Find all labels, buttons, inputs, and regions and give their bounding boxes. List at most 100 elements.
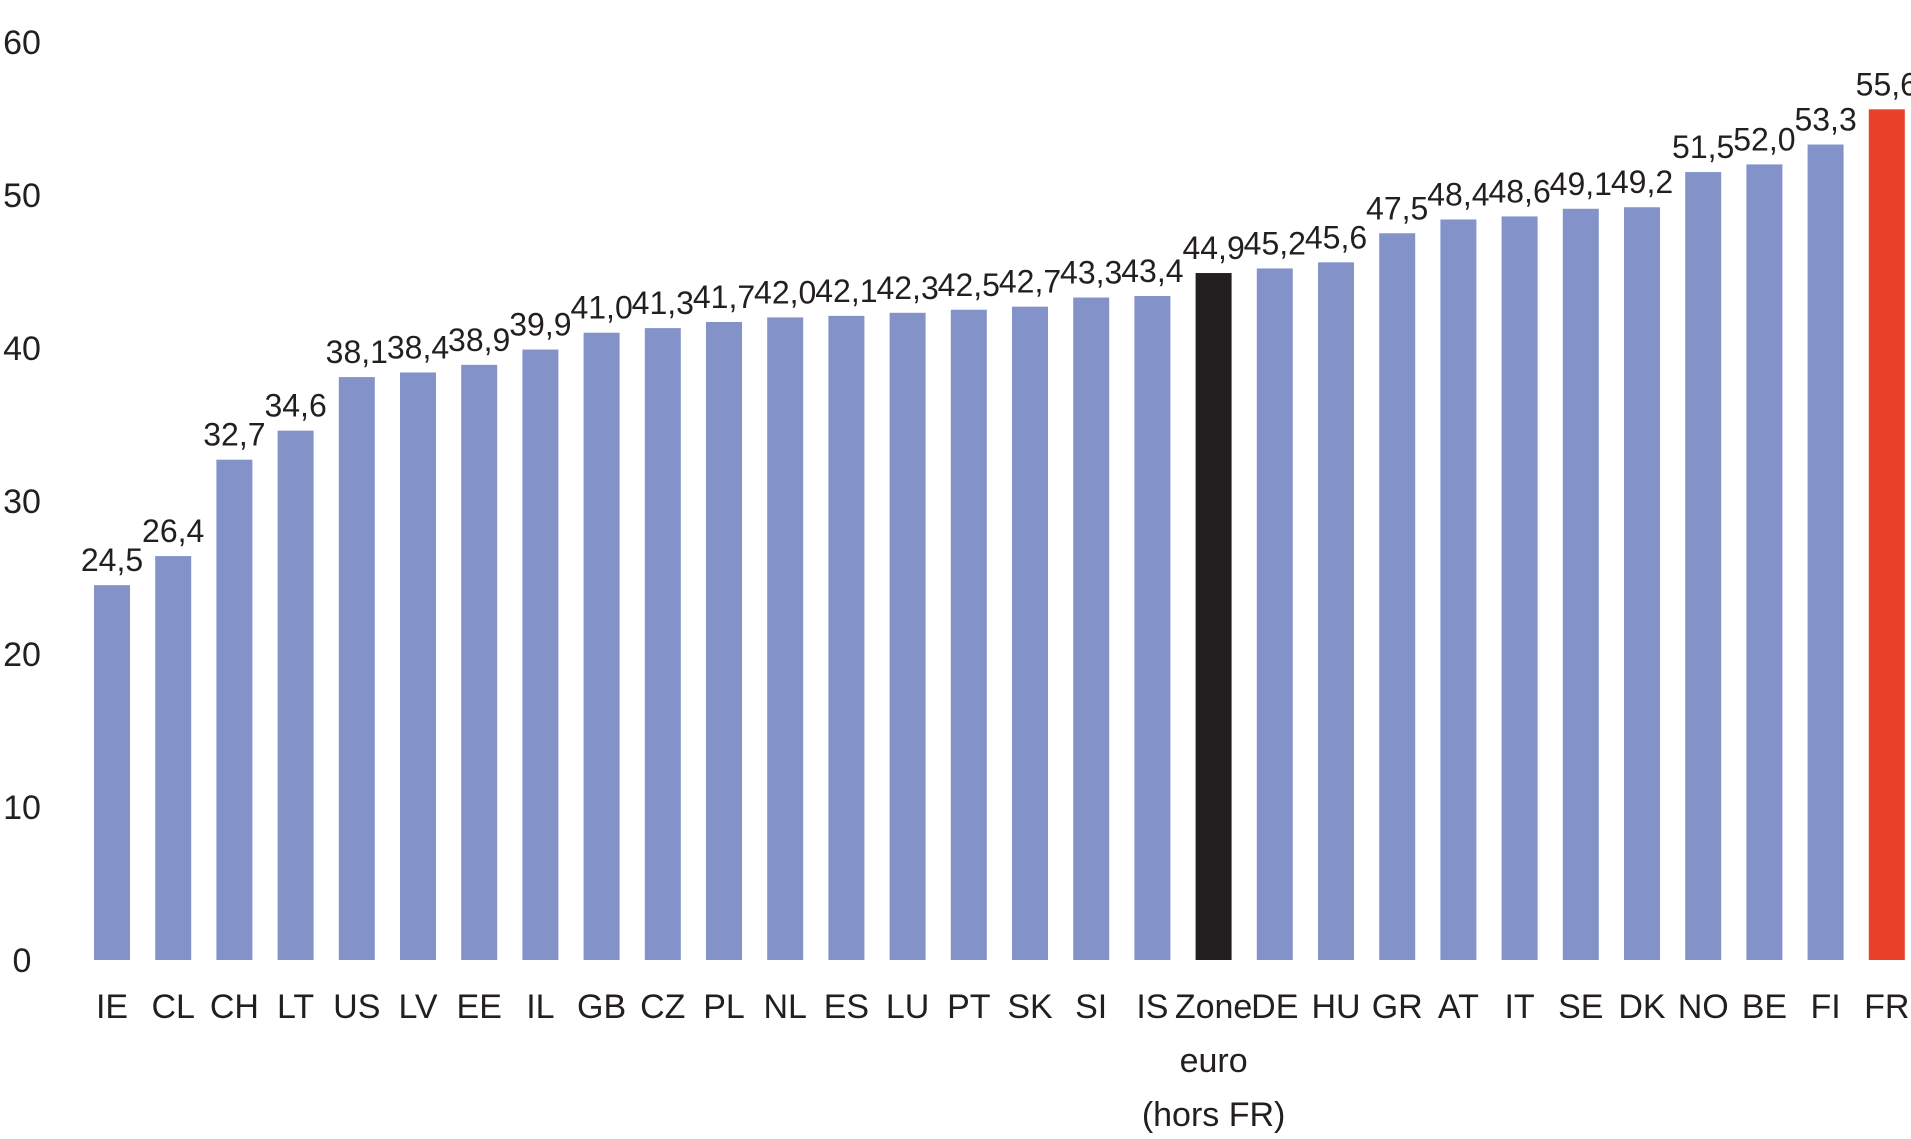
bar xyxy=(706,321,742,960)
bar xyxy=(1746,164,1783,960)
bar xyxy=(1685,172,1722,961)
bar xyxy=(1807,144,1844,960)
data-label: 43,4 xyxy=(1121,253,1183,289)
bar xyxy=(1868,109,1905,960)
x-tick-label: LT xyxy=(277,988,314,1026)
data-label: 41,0 xyxy=(570,290,632,326)
x-tick-label: Zone xyxy=(1175,988,1253,1026)
bar xyxy=(1256,268,1293,960)
x-axis: IE CL CH LT US LV EE IL GB CZ PL NL ES LU PT SK SI IS Zone… xyxy=(96,988,1910,1134)
data-label: 34,6 xyxy=(264,388,326,424)
x-tick-label: GR xyxy=(1372,988,1423,1026)
data-label: 38,1 xyxy=(326,334,388,370)
data-label: 26,4 xyxy=(142,513,204,549)
data-label: 51,5 xyxy=(1672,129,1734,165)
data-label: 42,1 xyxy=(815,273,877,309)
bar xyxy=(1379,233,1416,960)
y-tick-label: 60 xyxy=(3,24,41,62)
data-label: 44,9 xyxy=(1182,230,1244,266)
bar xyxy=(155,556,192,960)
bar xyxy=(400,372,436,961)
bar xyxy=(1624,207,1660,961)
x-tick-label: NL xyxy=(763,988,806,1026)
x-tick-label: CZ xyxy=(640,988,685,1026)
data-label: 45,6 xyxy=(1305,219,1367,255)
data-label: 38,4 xyxy=(387,329,449,365)
x-tick-label: PL xyxy=(703,988,745,1026)
bar xyxy=(1562,208,1599,960)
data-label: 42,5 xyxy=(938,267,1000,303)
x-tick-label: ES xyxy=(824,988,869,1026)
data-label: 53,3 xyxy=(1794,102,1856,138)
x-tick-label: US xyxy=(333,988,380,1026)
bar xyxy=(277,430,314,960)
x-tick-label: IS xyxy=(1136,988,1168,1026)
y-axis: 0 10 20 30 40 50 60 xyxy=(3,24,41,980)
bar xyxy=(1440,219,1477,961)
data-label: 47,5 xyxy=(1366,190,1428,226)
bar xyxy=(1318,262,1354,960)
data-label: 32,7 xyxy=(203,417,265,453)
data-label: 49,1 xyxy=(1550,166,1612,202)
data-label: 52,0 xyxy=(1733,121,1795,157)
x-tick-label: SI xyxy=(1075,988,1107,1026)
bar xyxy=(522,349,559,960)
x-tick-label: SK xyxy=(1007,988,1053,1026)
y-tick-label: 40 xyxy=(3,330,41,368)
bar xyxy=(889,312,926,960)
bar xyxy=(338,377,375,960)
x-tick-label: GB xyxy=(577,988,626,1026)
bar xyxy=(1073,297,1110,960)
bar xyxy=(216,459,253,960)
y-tick-label: 20 xyxy=(3,636,41,674)
x-tick-label: IT xyxy=(1504,988,1534,1026)
x-tick-label: euro xyxy=(1180,1042,1248,1080)
data-label: 43,3 xyxy=(1060,255,1122,291)
x-tick-label: IL xyxy=(526,988,554,1026)
bar xyxy=(767,317,804,960)
x-tick-label: FR xyxy=(1864,988,1909,1026)
x-tick-label: FI xyxy=(1810,988,1840,1026)
data-label: 24,5 xyxy=(81,542,143,578)
x-tick-label: LU xyxy=(886,988,929,1026)
x-tick-label: DE xyxy=(1251,988,1298,1026)
bar xyxy=(1012,306,1048,960)
data-label: 41,3 xyxy=(632,285,694,321)
bar xyxy=(950,309,987,960)
data-label: 39,9 xyxy=(509,307,571,343)
x-tick-label: BE xyxy=(1742,988,1787,1026)
bar xyxy=(94,585,130,960)
x-tick-label: AT xyxy=(1438,988,1479,1026)
data-label: 42,3 xyxy=(876,270,938,306)
data-label: 42,7 xyxy=(999,264,1061,300)
bars xyxy=(94,109,1905,961)
value-labels: 24,526,4 32,734,638,138,438,939,941,041,3… xyxy=(81,66,1911,578)
x-tick-label: CH xyxy=(210,988,259,1026)
data-label: 48,6 xyxy=(1488,173,1550,209)
x-tick-label: EE xyxy=(457,988,502,1026)
x-tick-label: LV xyxy=(398,988,437,1026)
bar xyxy=(461,364,498,961)
x-tick-label: HU xyxy=(1311,988,1360,1026)
x-tick-label: PT xyxy=(947,988,990,1026)
x-tick-label: NO xyxy=(1678,988,1729,1026)
data-label: 49,2 xyxy=(1611,164,1673,200)
x-tick-label: IE xyxy=(96,988,128,1026)
x-tick-label: SE xyxy=(1558,988,1603,1026)
bar xyxy=(583,332,620,960)
y-tick-label: 30 xyxy=(3,483,41,521)
data-label: 42,0 xyxy=(754,274,816,310)
x-tick-label: DK xyxy=(1618,988,1666,1026)
y-tick-label: 50 xyxy=(3,177,41,215)
data-label: 45,2 xyxy=(1244,225,1306,261)
x-tick-label: (hors FR) xyxy=(1142,1096,1286,1134)
bar xyxy=(1134,295,1171,961)
y-tick-label: 10 xyxy=(3,789,41,827)
bar xyxy=(644,328,681,960)
bar xyxy=(1501,216,1538,961)
data-label: 55,6 xyxy=(1856,66,1911,102)
data-label: 41,7 xyxy=(693,279,755,315)
bar xyxy=(828,315,865,960)
